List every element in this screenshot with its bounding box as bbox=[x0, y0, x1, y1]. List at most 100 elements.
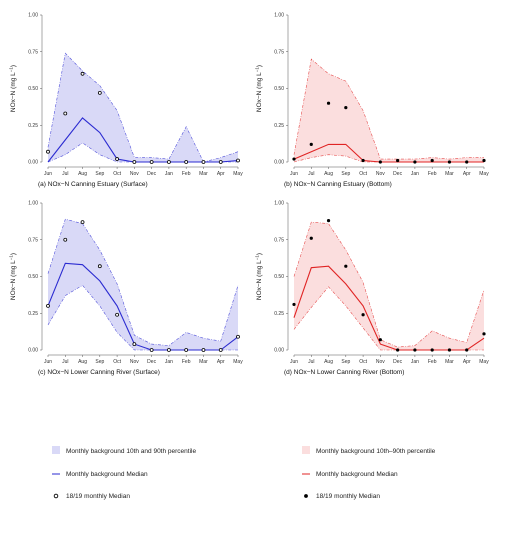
x-tick-label: Mar bbox=[199, 171, 208, 177]
y-tick-label: 0.00 bbox=[274, 160, 284, 166]
monthly-median-point bbox=[80, 71, 85, 76]
x-tick-label: Jul bbox=[62, 171, 68, 177]
legend-label-red-band: Monthly background 10th–90th percentile bbox=[316, 448, 436, 455]
percentile-band bbox=[48, 53, 238, 163]
legend-label-blue-median: Monthly background Median bbox=[66, 471, 148, 478]
x-tick-label: Jul bbox=[62, 359, 68, 365]
y-tick-label: 1.00 bbox=[274, 13, 284, 19]
monthly-median-point bbox=[184, 160, 189, 164]
x-tick-label: Mar bbox=[445, 359, 454, 365]
y-axis-label: NOx−N (mg L−1) bbox=[9, 253, 18, 300]
median-line bbox=[293, 265, 485, 351]
x-tick-label: Feb bbox=[182, 359, 191, 365]
y-tick-label: 0.50 bbox=[274, 86, 284, 92]
x-tick-label: Dec bbox=[393, 359, 402, 365]
p90-line bbox=[293, 58, 484, 160]
p90-line bbox=[293, 221, 485, 348]
monthly-median-point bbox=[413, 160, 417, 164]
y-tick-label: 0.50 bbox=[28, 274, 38, 280]
legend-label-red-median: Monthly background Median bbox=[316, 471, 398, 478]
x-tick-label: Feb bbox=[428, 171, 437, 177]
x-tick-label: Dec bbox=[147, 171, 156, 177]
monthly-median-point bbox=[344, 106, 348, 110]
y-tick-label: 0.25 bbox=[274, 311, 284, 317]
chart-panels: 0.00 0.25 0.50 0.75 1.00 NOx−N (mg L−1) Jun Jul… bbox=[9, 13, 490, 376]
monthly-median-point bbox=[309, 142, 313, 146]
monthly-median-point bbox=[63, 237, 68, 242]
y-tick-label: 1.00 bbox=[28, 13, 38, 19]
y-axis-label: NOx−N (mg L−1) bbox=[255, 65, 264, 112]
monthly-median-point bbox=[396, 158, 400, 163]
x-tick-label: Jan bbox=[411, 359, 419, 365]
x-tick-label: Jan bbox=[411, 171, 419, 177]
x-tick-label: Aug bbox=[78, 359, 87, 365]
monthly-median-point bbox=[447, 160, 452, 164]
x-tick-label: Aug bbox=[78, 171, 87, 177]
monthly-median-point bbox=[413, 348, 417, 352]
monthly-median-point bbox=[201, 348, 206, 352]
monthly-median-point bbox=[465, 348, 469, 352]
percentile-band bbox=[294, 222, 484, 350]
y-tick-label: 0.75 bbox=[274, 237, 284, 243]
monthly-median-point bbox=[236, 334, 240, 339]
monthly-median-point bbox=[326, 219, 331, 223]
x-tick-label: Feb bbox=[428, 359, 437, 365]
monthly-median-point bbox=[326, 101, 331, 105]
x-tick-label: Jun bbox=[44, 359, 52, 365]
monthly-median-point bbox=[430, 158, 434, 163]
panel-caption: (b) NOx−N Canning Estuary (Bottom) bbox=[284, 181, 392, 188]
x-tick-label: Apr bbox=[217, 171, 225, 177]
monthly-median-point bbox=[46, 149, 50, 154]
percentile-band bbox=[294, 59, 484, 162]
monthly-median-point bbox=[361, 313, 365, 317]
x-tick-label: Jan bbox=[165, 359, 173, 365]
y-tick-label: 0.00 bbox=[28, 160, 38, 166]
legend-label-red-points: 18/19 monthly Median bbox=[316, 493, 380, 500]
monthly-median-point bbox=[167, 348, 171, 352]
monthly-median-point bbox=[218, 160, 223, 164]
monthly-median-point bbox=[149, 160, 154, 164]
x-tick-label: Nov bbox=[376, 171, 385, 177]
x-tick-label: Jul bbox=[308, 359, 314, 365]
y-tick-label: 0.75 bbox=[274, 49, 284, 55]
chart-panel-1: 0.00 0.25 0.50 0.75 1.00 NOx−N (mg L−1) Jun Jul… bbox=[9, 13, 244, 188]
monthly-median-point bbox=[292, 302, 296, 307]
legend-swatch-red-band bbox=[302, 446, 310, 454]
y-tick-label: 0.25 bbox=[274, 123, 284, 129]
monthly-median-point bbox=[184, 348, 189, 352]
x-tick-label: Nov bbox=[130, 359, 139, 365]
legend: Monthly background 10th and 90th percent… bbox=[52, 446, 436, 500]
x-tick-label: Sep bbox=[341, 359, 350, 365]
monthly-median-point bbox=[115, 157, 119, 161]
legend-label-blue-band: Monthly background 10th and 90th percent… bbox=[66, 448, 196, 455]
y-tick-label: 0.75 bbox=[28, 237, 38, 243]
x-tick-label: Oct bbox=[359, 171, 367, 177]
y-tick-label: 1.00 bbox=[28, 201, 38, 207]
monthly-median-point bbox=[236, 158, 240, 163]
y-tick-label: 0.00 bbox=[274, 348, 284, 354]
monthly-median-point bbox=[63, 111, 68, 116]
median-line bbox=[47, 262, 239, 351]
x-tick-label: Mar bbox=[445, 171, 454, 177]
x-tick-label: Jun bbox=[44, 171, 52, 177]
chart-panel-4: 0.00 0.25 0.50 0.75 1.00 NOx−N (mg L−1) Jun Jul… bbox=[255, 201, 490, 376]
x-tick-label: Dec bbox=[393, 171, 402, 177]
monthly-median-point bbox=[482, 332, 486, 336]
monthly-median-point bbox=[132, 342, 137, 347]
x-tick-label: Aug bbox=[324, 359, 333, 365]
x-tick-label: Oct bbox=[359, 359, 367, 365]
x-tick-label: Nov bbox=[376, 359, 385, 365]
x-tick-label: May bbox=[233, 359, 243, 365]
x-tick-label: Apr bbox=[217, 359, 225, 365]
x-tick-label: Aug bbox=[324, 171, 333, 177]
monthly-median-point bbox=[309, 236, 313, 240]
x-tick-label: Jun bbox=[290, 359, 298, 365]
y-tick-label: 0.00 bbox=[28, 348, 38, 354]
legend-marker-blue-points bbox=[53, 493, 59, 499]
x-tick-label: Apr bbox=[463, 359, 471, 365]
y-tick-label: 0.25 bbox=[28, 311, 38, 317]
p10-line bbox=[47, 142, 238, 163]
monthly-median-point bbox=[465, 160, 469, 164]
x-tick-label: Nov bbox=[130, 171, 139, 177]
median-line bbox=[47, 117, 239, 163]
